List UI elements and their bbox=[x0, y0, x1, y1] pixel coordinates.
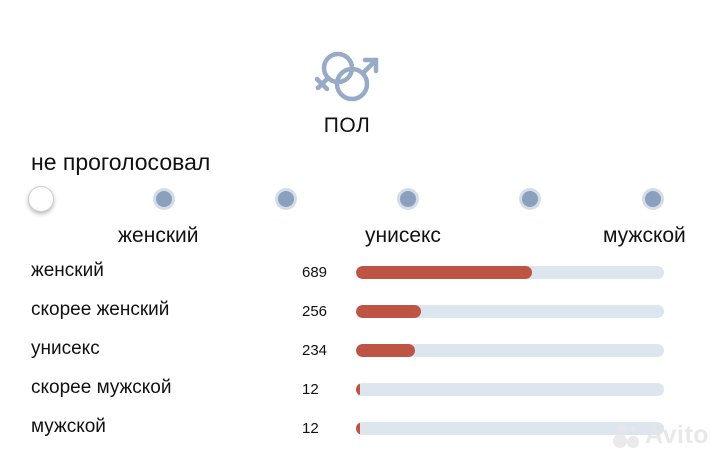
result-bar-fill bbox=[356, 266, 532, 279]
result-row: женский 689 bbox=[0, 258, 720, 288]
scale-option-3-dot bbox=[278, 191, 294, 207]
scale-label-unisex: унисекс bbox=[365, 224, 441, 247]
scale-option-4[interactable] bbox=[391, 182, 425, 216]
vote-status-label: не проголосовал bbox=[31, 149, 211, 175]
scale-option-6-dot bbox=[645, 191, 661, 207]
result-count: 234 bbox=[302, 342, 328, 359]
scale-option-6[interactable] bbox=[636, 182, 670, 216]
avito-watermark: Avito bbox=[612, 421, 709, 449]
scale-label-female: женский bbox=[118, 224, 199, 247]
result-count: 12 bbox=[302, 381, 319, 398]
result-label: скорее мужской bbox=[31, 377, 172, 398]
result-bar-track bbox=[356, 344, 664, 357]
scale-option-1[interactable] bbox=[24, 182, 58, 216]
result-row: скорее женский 256 bbox=[0, 297, 720, 327]
result-bar-fill bbox=[356, 383, 360, 396]
result-count: 12 bbox=[302, 420, 319, 437]
result-label: мужской bbox=[31, 416, 106, 437]
result-count: 256 bbox=[302, 303, 328, 320]
result-bar-track bbox=[356, 383, 664, 396]
page-title: ПОЛ bbox=[323, 114, 371, 137]
scale-option-5[interactable] bbox=[513, 182, 547, 216]
result-label: унисекс bbox=[31, 338, 100, 359]
avito-watermark-text: Avito bbox=[645, 420, 710, 449]
result-row: унисекс 234 bbox=[0, 336, 720, 366]
result-bar-track bbox=[356, 422, 664, 435]
scale-label-male: мужской bbox=[603, 224, 686, 247]
gender-rating-scale bbox=[0, 182, 720, 216]
result-bar-fill bbox=[356, 422, 360, 435]
result-bar-track bbox=[356, 266, 664, 279]
result-bar-fill bbox=[356, 344, 415, 357]
result-row: мужской 12 bbox=[0, 414, 720, 444]
result-bar-fill bbox=[356, 305, 421, 318]
scale-option-5-dot bbox=[522, 191, 538, 207]
avito-logo-icon bbox=[612, 421, 642, 449]
result-count: 689 bbox=[302, 264, 328, 281]
scale-option-4-dot bbox=[400, 191, 416, 207]
result-bar-track bbox=[356, 305, 664, 318]
scale-option-3[interactable] bbox=[269, 182, 303, 216]
result-label: скорее женский bbox=[31, 299, 170, 320]
scale-option-2[interactable] bbox=[147, 182, 181, 216]
scale-option-1-selected bbox=[28, 186, 54, 212]
scale-option-2-dot bbox=[156, 191, 172, 207]
result-row: скорее мужской 12 bbox=[0, 375, 720, 405]
result-label: женский bbox=[31, 260, 104, 281]
gender-icon bbox=[314, 51, 379, 102]
